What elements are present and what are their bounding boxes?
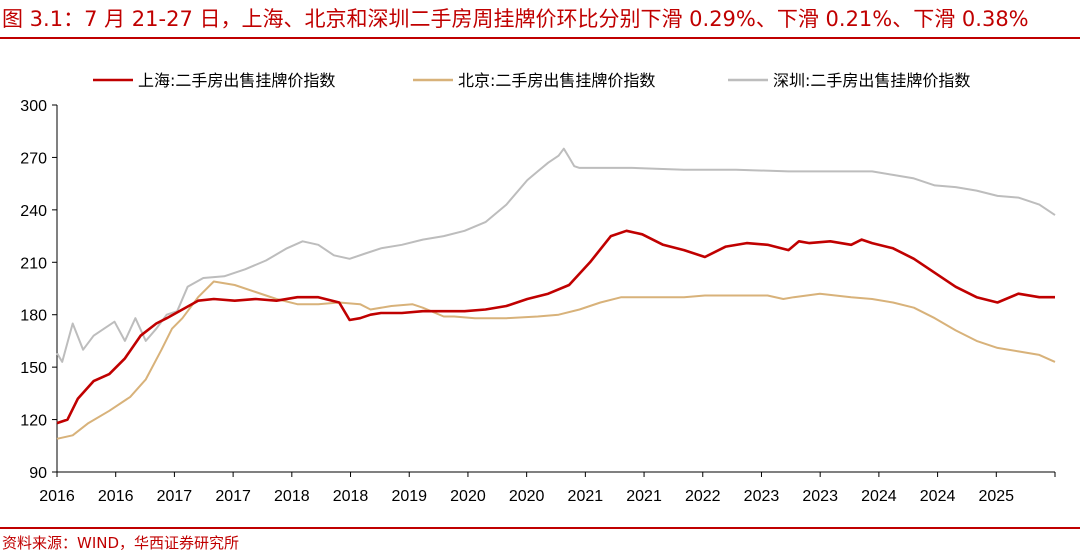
- source-divider: [0, 527, 1080, 529]
- x-tick-label: 2024: [861, 488, 897, 505]
- y-tick-label: 300: [20, 98, 47, 115]
- x-tick-label: 2021: [626, 488, 662, 505]
- figure-source: 资料来源：WIND，华西证券研究所: [2, 534, 240, 552]
- legend-label-0: 上海:二手房出售挂牌价指数: [138, 71, 335, 90]
- series-line-2: [56, 147, 1056, 363]
- title-divider: [0, 37, 1080, 39]
- chart-axes: 90 120 150 180 210 240 270 300 2016 2016 2017 2017 2…: [20, 98, 1056, 505]
- x-tick-label: 2021: [568, 488, 604, 505]
- y-tick-label: 120: [20, 413, 47, 430]
- y-tick-label: 150: [20, 360, 47, 377]
- x-tick-label: 2016: [98, 488, 134, 505]
- x-tick-label: 2022: [685, 488, 721, 505]
- x-tick-label: 2019: [391, 488, 427, 505]
- x-tick-label: 2023: [802, 488, 838, 505]
- figure-title: 图 3.1：7 月 21-27 日，上海、北京和深圳二手房周挂牌价环比分别下滑 …: [2, 7, 1029, 31]
- x-tick-label: 2018: [333, 488, 369, 505]
- y-tick-label: 270: [20, 150, 47, 167]
- line-chart: 上海:二手房出售挂牌价指数 北京:二手房出售挂牌价指数 深圳:二手房出售挂牌价指数 …: [20, 71, 1056, 505]
- y-tick-label: 210: [20, 255, 47, 272]
- y-tick-label: 240: [20, 203, 47, 220]
- x-tick-label: 2024: [920, 488, 956, 505]
- legend-label-1: 北京:二手房出售挂牌价指数: [458, 71, 655, 90]
- x-tick-label: 2016: [39, 488, 75, 505]
- x-tick-label: 2020: [509, 488, 545, 505]
- y-tick-label: 90: [29, 465, 47, 482]
- x-tick-label: 2023: [744, 488, 780, 505]
- x-tick-label: 2025: [978, 488, 1014, 505]
- legend-label-2: 深圳:二手房出售挂牌价指数: [773, 71, 970, 90]
- x-tick-label: 2018: [274, 488, 310, 505]
- chart-legend: 上海:二手房出售挂牌价指数 北京:二手房出售挂牌价指数 深圳:二手房出售挂牌价指数: [93, 71, 970, 90]
- chart-series: [56, 147, 1056, 440]
- series-line-1: [56, 280, 1056, 440]
- y-tick-label: 180: [20, 308, 47, 325]
- x-tick-label: 2017: [157, 488, 193, 505]
- x-tick-label: 2020: [450, 488, 486, 505]
- x-tick-label: 2017: [215, 488, 251, 505]
- series-line-0: [56, 229, 1055, 425]
